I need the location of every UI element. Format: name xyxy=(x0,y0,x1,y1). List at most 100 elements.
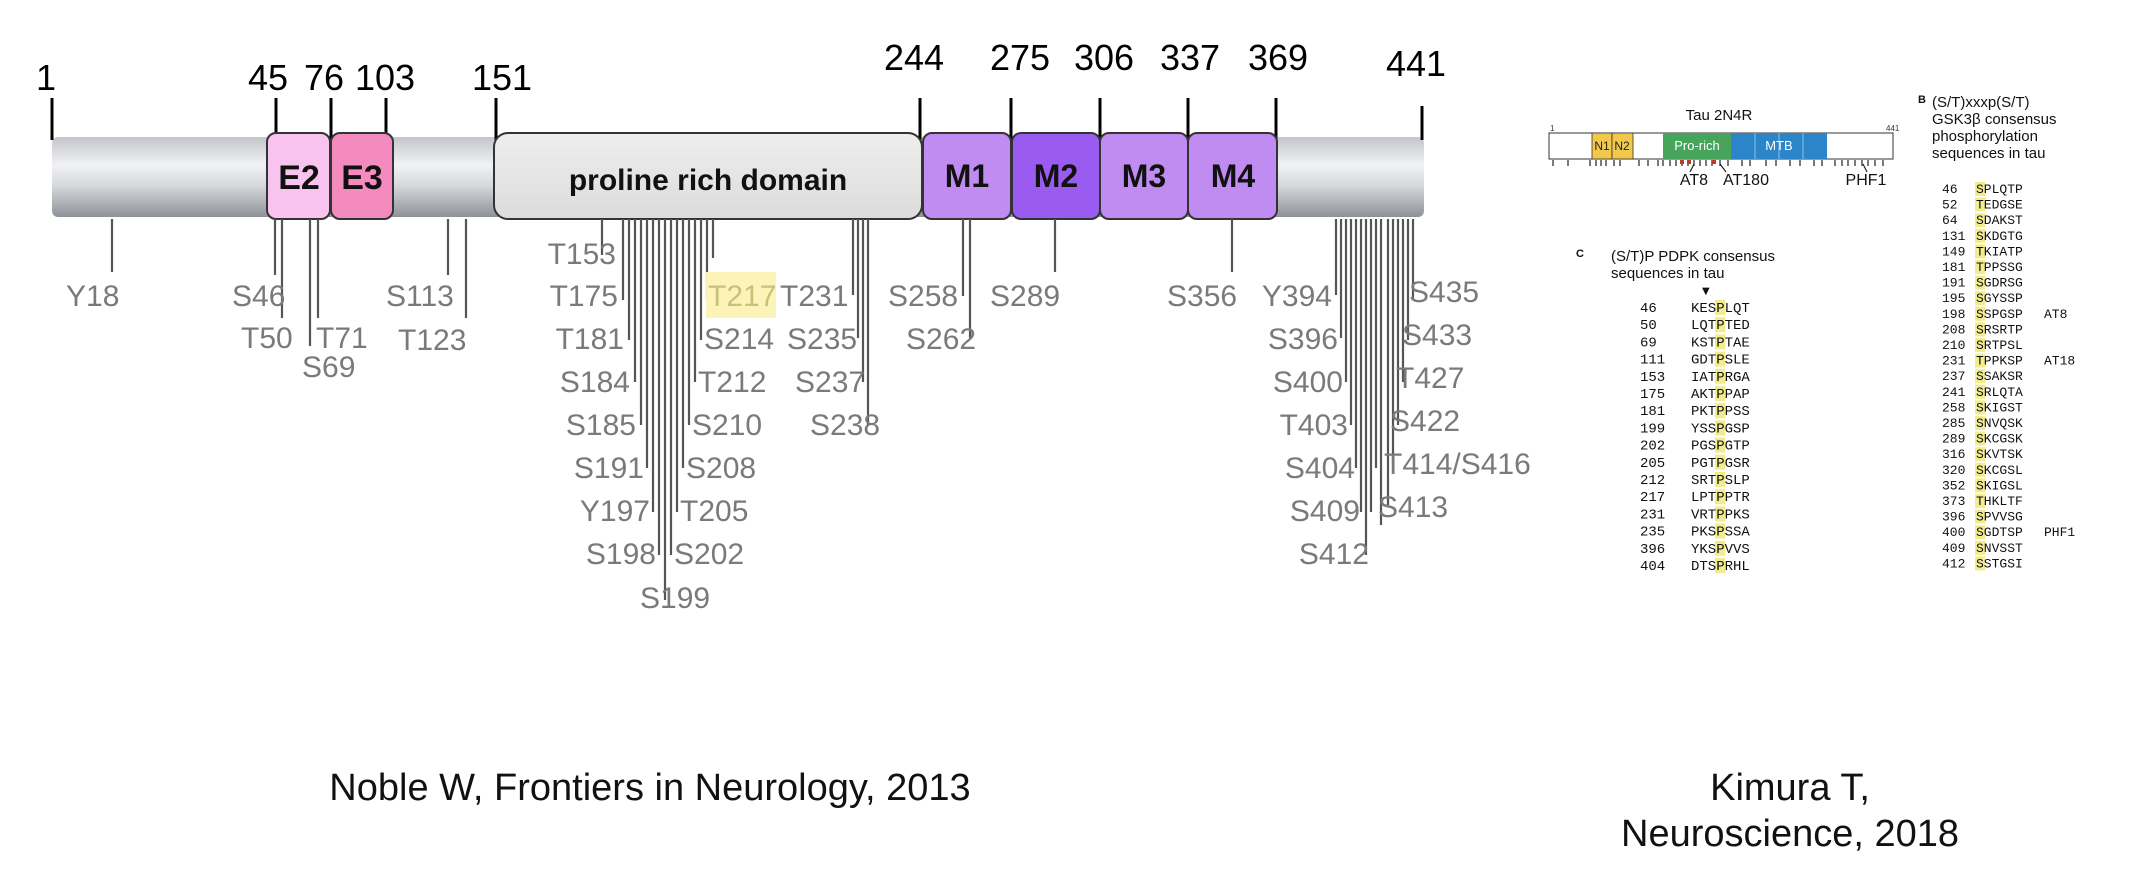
position-label: 441 xyxy=(1386,43,1446,84)
site-label: S235 xyxy=(787,323,857,356)
panel-b-row: 210 SRTPSL xyxy=(1942,338,2023,353)
panel-c-pos: 153 xyxy=(1640,370,1665,386)
panel-b-pos: 131 xyxy=(1942,229,1966,244)
position-label: 45 xyxy=(248,57,288,98)
at180-label: AT180 xyxy=(1723,172,1769,189)
panel-b-pos: 46 xyxy=(1942,182,1958,197)
panel-b: B (S/T)xxxp(S/T) GSK3β consensus phospho… xyxy=(1918,94,2075,571)
panel-c-seq: YKSPVVS xyxy=(1691,542,1750,558)
schematic-start: 1 xyxy=(1550,124,1555,133)
panel-c-seq: KESPLQT xyxy=(1691,301,1750,317)
panel-c-row: 181 PKTPPSS xyxy=(1640,403,1750,420)
panel-b-title-4: sequences in tau xyxy=(1932,145,2045,162)
position-label: 103 xyxy=(355,57,415,98)
panel-b-pos: 241 xyxy=(1942,385,1966,400)
position-label: 275 xyxy=(990,37,1050,78)
site-label: S400 xyxy=(1273,366,1343,399)
m1-label: M1 xyxy=(945,158,989,194)
site-label: T181 xyxy=(556,323,624,356)
position-label: 369 xyxy=(1248,37,1308,78)
site-label: T414/S416 xyxy=(1384,448,1531,481)
panel-c-row: 175 AKTPPAP xyxy=(1640,386,1750,403)
site-label: S396 xyxy=(1268,323,1338,356)
n2-label: N2 xyxy=(1614,139,1630,153)
panel-c-seq: AKTPPAP xyxy=(1691,387,1750,403)
panel-b-pos: 210 xyxy=(1942,338,1965,353)
citation-right: Kimura T, Neuroscience, 2018 xyxy=(1580,765,2000,857)
position-label: 306 xyxy=(1074,37,1134,78)
panel-b-row: 258 SKIGST xyxy=(1942,400,2023,415)
panel-c-pos: 111 xyxy=(1640,353,1665,369)
panel-b-seq: SGDRSG xyxy=(1976,276,2023,291)
panel-c-row: 231 VRTPPKS xyxy=(1640,506,1750,523)
panel-c-seq: PGSPGTP xyxy=(1691,439,1750,455)
panel-c-seq: LPTPPTR xyxy=(1691,490,1750,506)
panel-b-seq: SRTPSL xyxy=(1976,338,2023,353)
site-label: T123 xyxy=(398,324,466,357)
panel-b-seq: SSPGSP xyxy=(1976,307,2023,322)
panel-b-row: 208 SRSRTP xyxy=(1942,322,2023,337)
panel-b-pos: 208 xyxy=(1942,322,1965,337)
site-label: S210 xyxy=(692,409,762,442)
panel-b-pos: 195 xyxy=(1942,291,1965,306)
panel-b-row: 320 SKCGSL xyxy=(1942,462,2023,478)
panel-c-pos: 50 xyxy=(1640,318,1657,334)
e3-domain xyxy=(330,132,394,220)
panel-b-row: 237 SSAKSR xyxy=(1942,369,2023,384)
panel-c-pos: 46 xyxy=(1640,301,1657,317)
citation-left: Noble W, Frontiers in Neurology, 2013 xyxy=(329,767,971,809)
position-label: 151 xyxy=(472,57,532,98)
site-label: Y197 xyxy=(580,495,650,528)
site-label: S238 xyxy=(810,409,880,442)
site-label: S433 xyxy=(1402,319,1472,352)
position-label: 1 xyxy=(36,57,56,98)
panel-b-row: 400 SGDTSP PHF1 xyxy=(1942,525,2075,540)
panel-c-seq: GDTPSLE xyxy=(1691,353,1750,369)
panel-b-seq: SPVVSG xyxy=(1976,510,2023,525)
panel-c-row: 153 IATPRGA xyxy=(1640,368,1750,386)
panel-c-pos: 396 xyxy=(1640,542,1665,558)
site-label: T427 xyxy=(1396,362,1464,395)
site-label: S356 xyxy=(1167,280,1237,313)
panel-c-row: 396 YKSPVVS xyxy=(1640,540,1750,558)
panel-b-seq: SNVQSK xyxy=(1976,416,2023,431)
panel-b-seq: THKLTF xyxy=(1976,494,2023,509)
panel-b-pos: 181 xyxy=(1942,260,1966,275)
site-label: S208 xyxy=(686,452,756,485)
t217-highlight xyxy=(706,272,776,318)
panel-c-pos: 212 xyxy=(1640,473,1665,489)
panel-c-seq: LQTPTED xyxy=(1691,318,1750,334)
panel-c-seq: PKTPPSS xyxy=(1691,404,1750,420)
pro-rich-box xyxy=(1663,133,1731,159)
panel-b-seq: SKVTSK xyxy=(1976,447,2023,462)
panel-c-pos: 202 xyxy=(1640,439,1665,455)
panel-c-row: 202 PGSPGTP xyxy=(1640,437,1750,455)
panel-b-note: AT18 xyxy=(2044,354,2075,369)
proline-rich-domain-label: proline rich domain xyxy=(569,164,847,197)
panel-b-row: 46 SPLQTP xyxy=(1942,182,2023,197)
panel-b-pos: 64 xyxy=(1942,213,1958,228)
panel-c-pos: 231 xyxy=(1640,507,1665,523)
tau-domain-map: 1 45 76 103 151 244 275 306 337 369 441 … xyxy=(36,37,1531,615)
n2-box xyxy=(1611,132,1634,160)
panel-c-pos: 199 xyxy=(1640,421,1665,437)
panel-c-row: 404 DTSPRHL xyxy=(1640,558,1750,575)
panel-c-row: 212 SRTPSLP xyxy=(1640,472,1750,489)
panel-b-row: 195 SGYSSP xyxy=(1942,291,2023,306)
site-label: S289 xyxy=(990,280,1060,313)
panel-b-seq: TKIATP xyxy=(1976,244,2023,259)
panel-b-row: 409 SNVSST xyxy=(1942,540,2023,556)
panel-c-row: 205 PGTPGSR xyxy=(1640,454,1750,472)
panel-b-pos: 191 xyxy=(1942,276,1966,291)
n1-label: N1 xyxy=(1594,139,1610,153)
panel-b-seq: SKCGSL xyxy=(1976,463,2023,478)
panel-b-note: PHF1 xyxy=(2044,525,2075,540)
m2-label: M2 xyxy=(1034,158,1078,194)
panel-b-seq: SKDGTG xyxy=(1976,229,2023,244)
panel-b-pos: 231 xyxy=(1942,354,1966,369)
panel-c-seq: VRTPPKS xyxy=(1691,507,1750,523)
site-label: T71 xyxy=(316,322,368,355)
panel-b-rows: 46 SPLQTP 52 TEDGSE 64 SDAKST 131 SKDGTG 149 TKIA… xyxy=(1942,182,2075,571)
panel-b-seq: SRLQTA xyxy=(1976,385,2023,400)
